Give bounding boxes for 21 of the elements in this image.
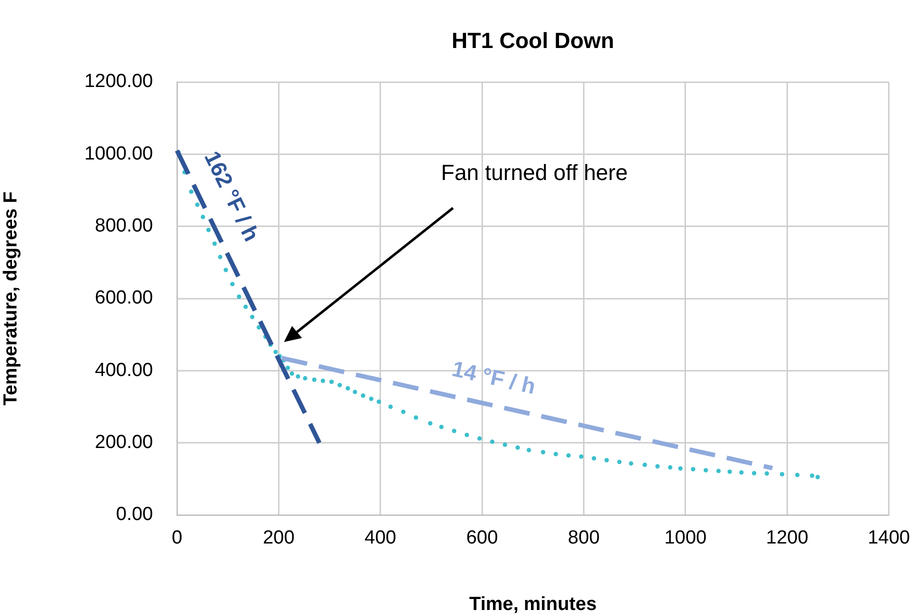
y-tick-label: 0.00 <box>116 504 153 526</box>
x-tick-label: 200 <box>262 528 295 549</box>
y-tick-label: 400.00 <box>94 360 153 381</box>
x-tick-label: 1000 <box>664 528 707 549</box>
chart-title: HT1 Cool Down <box>452 28 614 54</box>
y-tick-label: 200.00 <box>94 432 153 454</box>
annotation: Fan turned off here <box>441 160 628 186</box>
y-tick-label: 1200.00 <box>84 71 153 92</box>
y-tick-label: 800.00 <box>94 216 153 237</box>
text: 162 °F / h <box>199 147 264 246</box>
x-tick-label: 400 <box>364 528 396 549</box>
x-tick-label: 800 <box>568 528 600 549</box>
y-tick-label: 1000.00 <box>84 143 153 164</box>
x-tick-label: 600 <box>466 528 498 549</box>
y-axis-title: Temperature, degrees F <box>0 191 22 406</box>
x-tick-label: 0 <box>172 528 182 549</box>
x-tick-label: 1200 <box>766 528 808 549</box>
text: 14 °F / h <box>450 356 538 399</box>
x-axis-title: Time, minutes <box>469 594 597 615</box>
x-tick-label: 1400 <box>868 528 910 549</box>
y-tick-label: 600.00 <box>94 288 153 309</box>
